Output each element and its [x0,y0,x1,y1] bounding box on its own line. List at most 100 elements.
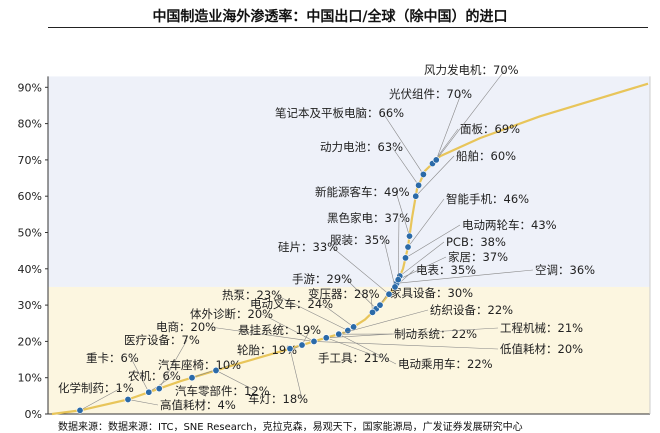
y-tick-label: 50% [18,227,42,240]
leader-line [215,370,257,392]
data-label: 空调：36% [535,263,595,277]
data-label: 热泵：23% [222,288,282,302]
data-label: 体外诊断：20% [190,307,273,321]
y-tick-label: 30% [18,299,42,312]
data-point [415,181,423,189]
data-point [155,385,163,393]
data-label: 汽车零部件：12% [175,384,270,398]
data-label: 手工具：21% [318,351,390,365]
data-label: 重卡：6% [86,351,139,365]
leader-line [321,303,354,328]
leader-line [148,375,174,393]
leader-line [395,191,410,237]
data-label: 光伏组件：70% [389,87,472,101]
leader-line [415,155,455,197]
leader-line [405,224,461,259]
data-point [335,330,343,338]
title-divider [48,27,648,28]
data-label: 面板：69% [460,122,520,136]
leader-line [191,364,231,378]
data-point [394,276,402,284]
leader-line [382,112,424,175]
data-label: 车灯：18% [248,392,308,406]
data-label: 电表：35% [416,263,476,277]
leader-line [331,246,390,295]
leader-line [289,348,303,400]
data-label: 船舶：60% [456,149,516,163]
y-tick-label: 10% [18,372,42,385]
leader-line [383,239,396,288]
data-point [124,395,132,403]
leader-line [79,387,122,411]
leader-line [391,146,419,186]
data-point [419,170,427,178]
data-label: 制动系统：22% [394,327,477,341]
data-point [376,301,384,309]
data-point [310,337,318,345]
leader-line [326,327,499,339]
leader-line [345,278,377,309]
source-note: 数据来源：数据来源：ITC，SNE Research，克拉克森，易观天下，国家能… [58,422,523,433]
leader-line [398,256,447,280]
data-point [298,341,306,349]
leader-line [407,198,445,248]
data-label: 风力发电机：70% [424,63,519,77]
data-label: 家居：37% [448,250,508,264]
data-label: 轮胎：19% [237,343,297,357]
y-tick-label: 80% [18,118,42,131]
data-label: 黑色家电：37% [327,211,410,225]
leader-line [158,339,188,389]
data-point [76,406,84,414]
y-tick-label: 20% [18,335,42,348]
data-point [391,283,399,291]
data-point [322,334,330,342]
data-label: 高值耗材：4% [160,398,236,412]
y-tick-label: 40% [18,263,42,276]
chart-title: 中国制造业海外渗透率：中国出口/全球（除中国）的进口 [152,9,508,25]
data-point [401,254,409,262]
data-label: 纺织设备：22% [430,303,513,317]
leader-line [435,93,462,161]
data-label: 电动乘用车：22% [398,357,493,371]
data-label: 农机：6% [128,369,181,383]
data-point [404,243,412,251]
data-point [385,290,393,298]
leader-line [338,309,429,335]
data-label: 新能源客车：49% [315,185,410,199]
data-point [212,366,220,374]
data-label: 汽车座椅：10% [158,358,241,372]
data-label: 工程机械：21% [500,321,583,335]
leader-line [209,326,315,342]
data-point [412,192,420,200]
y-tick-label: 0% [25,408,42,421]
data-label: 电动两轮车：43% [462,218,557,232]
data-label: 电商：20% [156,320,216,334]
data-point [350,323,358,331]
leader-line [313,341,499,350]
data-point [368,308,376,316]
data-label: 悬挂系统：19% [238,323,321,337]
data-point [432,156,440,164]
leader-line [396,269,534,284]
data-label: 变压器：28% [308,287,380,301]
y-tick-label: 60% [18,190,42,203]
data-label: 化学制药：1% [58,381,134,395]
data-label: 电动叉车：24% [250,297,333,311]
leader-line [397,217,400,280]
data-label: 手游：29% [292,272,352,286]
leader-line [399,241,445,277]
data-label: 低值耗材：20% [500,342,583,356]
data-label: 服装：35% [330,233,390,247]
data-point [145,388,153,396]
y-tick-label: 90% [18,81,42,94]
leader-line [130,357,150,393]
data-label: 动力电池：63% [320,140,403,154]
data-point [405,232,413,240]
leader-line [261,313,315,342]
data-label: PCB：38% [446,235,506,249]
leader-line [275,294,348,331]
data-label: 家具设备：30% [390,286,473,300]
leader-line [436,69,506,161]
data-label: 智能手机：46% [446,192,529,206]
